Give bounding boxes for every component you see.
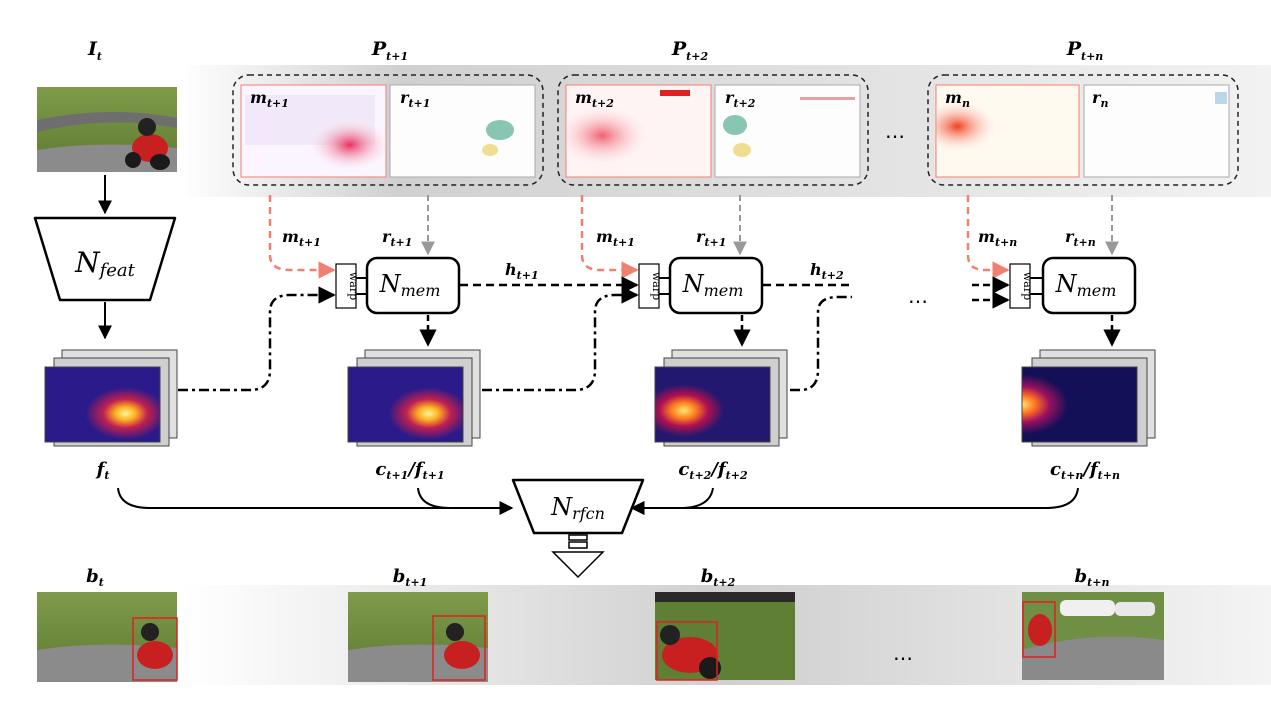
output-frame-4 — [1022, 592, 1164, 680]
feature-to-rfcn-4 — [630, 487, 1079, 515]
flow-label-m1: mt+1 — [282, 227, 321, 249]
res-label-1: rt+1 — [400, 88, 430, 110]
output-frame-1 — [37, 592, 178, 682]
mv-arrow-n — [966, 195, 1010, 279]
res-label-n: rn — [1092, 88, 1108, 110]
res-label-2: rt+2 — [725, 88, 756, 110]
feature-map-1 — [44, 349, 178, 447]
detection-box-3 — [656, 621, 718, 681]
memory-module-1: Nmem — [365, 256, 461, 315]
flow-label-r3: rt+n — [1065, 227, 1096, 249]
detection-box-4 — [1022, 601, 1056, 658]
motion-vector-image-1 — [240, 84, 387, 178]
mv-arrow-1 — [268, 195, 336, 279]
mv-arrow-2 — [580, 195, 639, 279]
packet-label-1: Pt+1 — [371, 38, 408, 63]
mv-label-1: mt+1 — [250, 88, 289, 110]
flow-label-r1: rt+1 — [382, 227, 412, 249]
detection-box-2 — [432, 615, 486, 681]
detection-box-1 — [132, 617, 178, 681]
feature-label-4: ct+n/ft+n — [1050, 459, 1120, 482]
flow-label-h1: ht+1 — [505, 260, 539, 282]
warp-block-1: warp — [335, 263, 360, 309]
residual-image-1 — [389, 84, 536, 178]
svg-text:warp: warp — [347, 272, 360, 300]
output-hollow-arrow — [551, 534, 605, 579]
svg-text:Nrfcn: Nrfcn — [550, 493, 605, 523]
feature-to-warp-1 — [178, 286, 336, 392]
flow-label-m3: mt+n — [978, 227, 1017, 249]
residual-image-n — [1083, 84, 1230, 178]
svg-text:Nmem: Nmem — [682, 270, 744, 300]
output-frame-2 — [348, 592, 488, 682]
memory-module-2: Nmem — [668, 256, 764, 315]
feature-map-2 — [347, 349, 481, 447]
output-label-3: bt+2 — [701, 566, 736, 589]
packet-box-1: mt+1 rt+1 — [232, 74, 544, 186]
packet-ellipsis: … — [885, 119, 905, 143]
svg-text:Nfeat: Nfeat — [74, 246, 136, 281]
svg-text:Nmem: Nmem — [379, 270, 441, 300]
middle-ellipsis: … — [908, 284, 928, 308]
packet-box-2: mt+2 rt+2 — [557, 74, 869, 186]
packet-box-n: mn rn — [927, 74, 1239, 186]
output-frame-3 — [655, 592, 795, 681]
feature-to-rfcn-1 — [117, 487, 514, 515]
feature-to-next-3 — [790, 295, 852, 392]
packet-label-2: Pt+2 — [671, 38, 709, 63]
mv-label-2: mt+2 — [575, 88, 614, 110]
input-frame-image — [37, 87, 177, 172]
flow-label-r2: rt+1 — [696, 227, 726, 249]
feature-map-3 — [654, 349, 788, 447]
flow-label-h2: ht+2 — [810, 260, 844, 282]
feature-to-warp-2 — [482, 286, 639, 392]
flow-label-m2: mt+1 — [596, 227, 635, 249]
svg-text:warp: warp — [1021, 272, 1034, 300]
feature-label-1: ft — [95, 459, 110, 482]
feature-to-rfcn-2 — [417, 487, 451, 509]
output-label-2: bt+1 — [393, 566, 428, 589]
memory-module-n: Nmem — [1041, 256, 1137, 315]
output-ellipsis: … — [893, 641, 913, 665]
feature-to-rfcn-3 — [630, 487, 714, 515]
motion-vector-image-2 — [565, 84, 712, 178]
svg-text:warp: warp — [650, 272, 663, 300]
svg-text:Nmem: Nmem — [1055, 270, 1117, 300]
residual-image-2 — [714, 84, 861, 178]
packet-label-n: Pt+n — [1066, 38, 1104, 63]
output-label-1: bt — [86, 566, 104, 589]
warp-block-n: warp — [1009, 263, 1034, 309]
input-frame-label: It — [87, 38, 102, 63]
rfcn-detector: Nrfcn — [511, 478, 645, 535]
warp-block-2: warp — [638, 263, 663, 309]
motion-vector-image-n — [935, 84, 1080, 178]
output-label-4: bt+n — [1075, 566, 1110, 589]
feature-label-3: ct+2/ft+2 — [678, 459, 748, 482]
mv-label-n: mn — [945, 88, 970, 110]
feature-network: Nfeat — [33, 216, 177, 302]
feature-map-4 — [1021, 349, 1156, 447]
feature-label-2: ct+1/ft+1 — [375, 459, 444, 482]
